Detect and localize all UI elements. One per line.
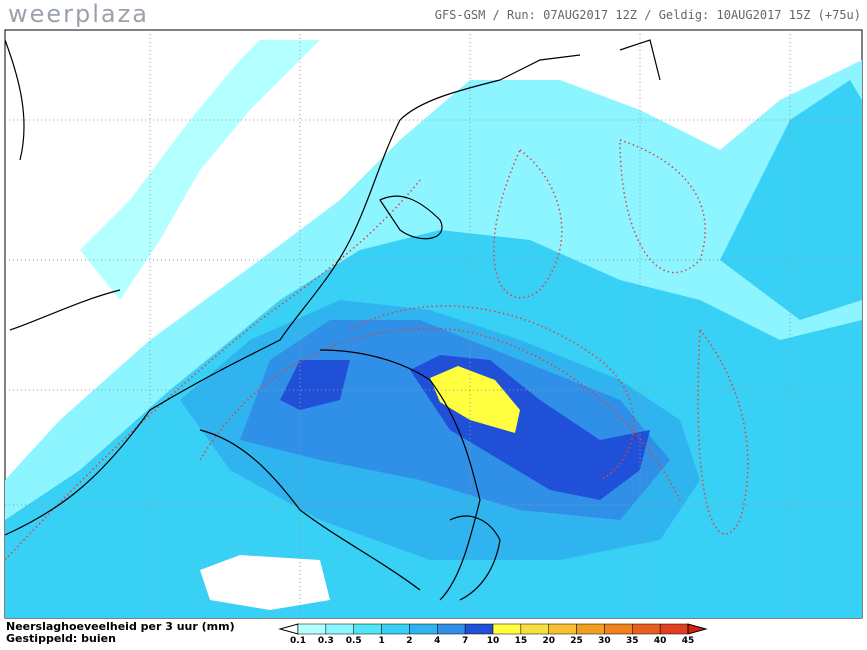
legend-label: 0.5 — [346, 636, 362, 646]
legend-label: 15 — [515, 636, 528, 646]
legend-label: 30 — [598, 636, 611, 646]
legend-label: 4 — [434, 636, 440, 646]
legend-label: 0.3 — [318, 636, 334, 646]
legend-arrow — [278, 623, 299, 635]
brand: weerplaza — [8, 0, 149, 28]
legend-swatch — [492, 623, 522, 635]
legend-label: 2 — [406, 636, 412, 646]
legend-swatch — [520, 623, 549, 635]
legend-swatch — [409, 623, 438, 635]
footer-units: Neerslaghoeveelheid per 3 uur (mm) — [6, 620, 235, 633]
legend-swatch — [353, 623, 382, 635]
shower-contours — [4, 139, 749, 561]
legend-arrow — [687, 623, 708, 635]
legend-swatch — [297, 623, 327, 635]
grid — [5, 30, 862, 618]
legend-swatch — [464, 623, 494, 635]
legend-swatch — [659, 623, 689, 635]
legend-swatch — [632, 623, 661, 635]
legend-label: 0.1 — [290, 636, 306, 646]
precip-fields — [5, 40, 862, 618]
legend-swatch — [548, 623, 577, 635]
legend-label: 20 — [542, 636, 555, 646]
legend-swatch — [381, 623, 410, 635]
legend-label: 7 — [462, 636, 468, 646]
coastlines-borders — [4, 39, 661, 601]
legend-label: 45 — [682, 636, 695, 646]
model-info: GFS-GSM / Run: 07AUG2017 12Z / Geldig: 1… — [434, 8, 861, 22]
legend-label: 10 — [487, 636, 500, 646]
legend-swatch — [604, 623, 633, 635]
legend-swatch — [576, 623, 605, 635]
footer-note: Gestippeld: buien — [6, 632, 116, 645]
legend-label: 25 — [570, 636, 583, 646]
legend-label: 35 — [626, 636, 639, 646]
legend-swatch — [325, 623, 354, 635]
legend-swatch — [437, 623, 466, 635]
legend-label: 1 — [378, 636, 384, 646]
legend-label: 40 — [654, 636, 667, 646]
